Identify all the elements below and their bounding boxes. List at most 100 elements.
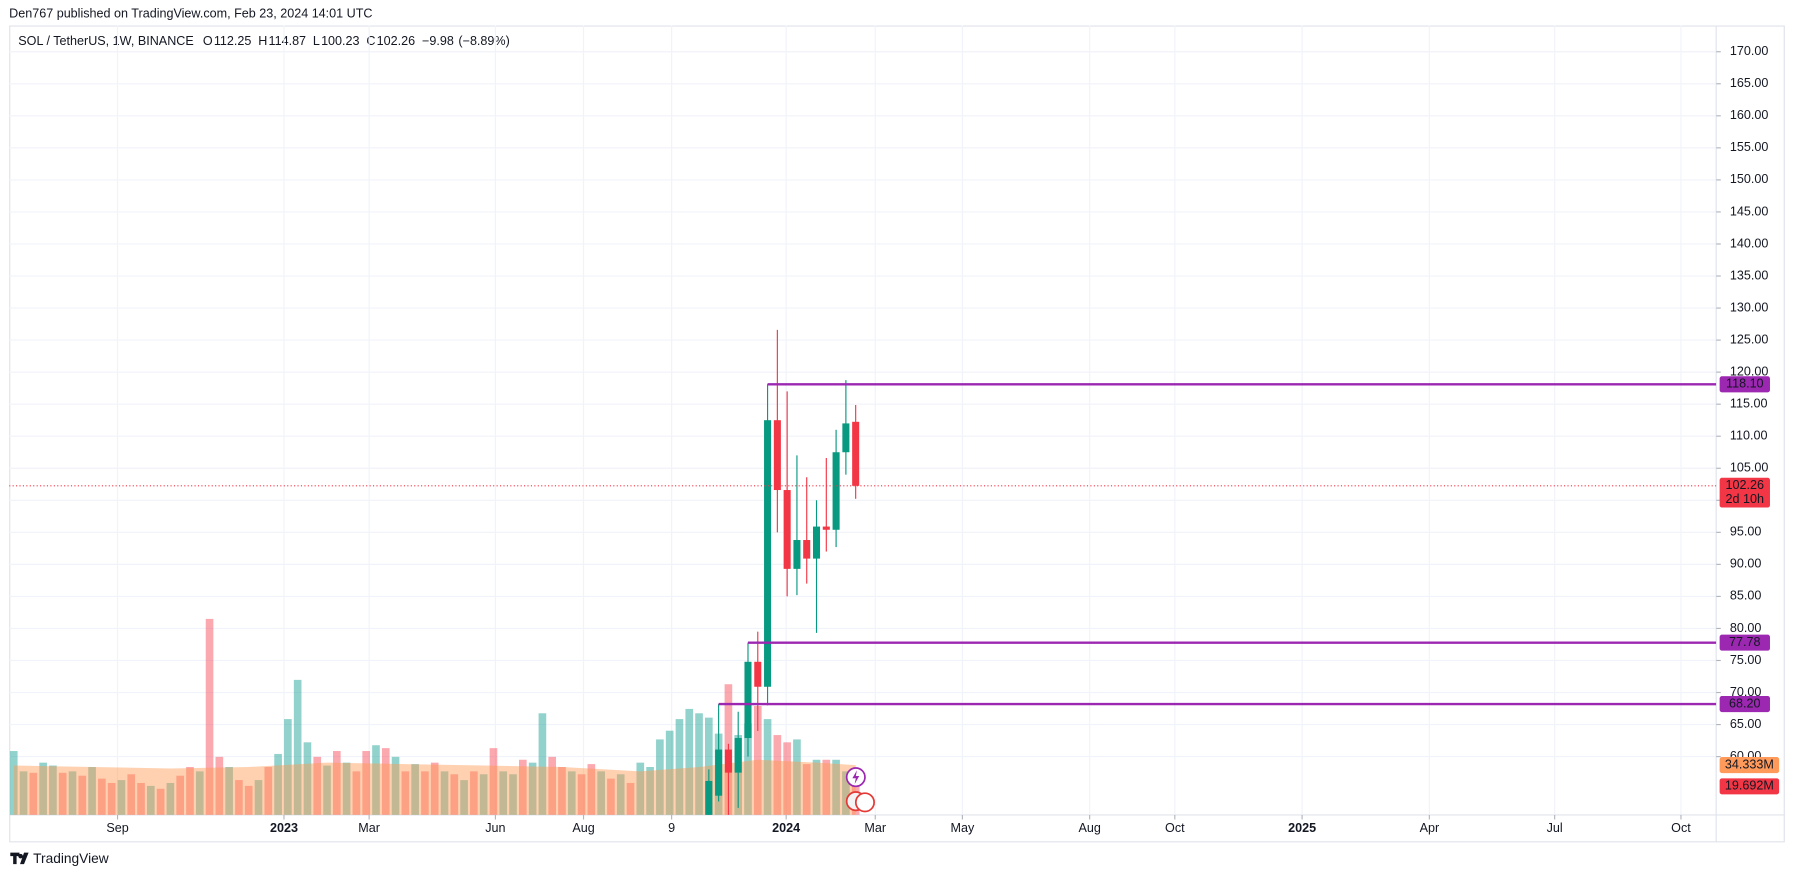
volume-bar <box>274 753 282 815</box>
volume-bar <box>372 745 380 815</box>
volume-bar <box>773 735 782 815</box>
volume-bar <box>685 708 694 815</box>
level-tag <box>1719 696 1770 713</box>
volume-bar <box>763 719 772 815</box>
volume-bar <box>616 774 625 815</box>
volume-tag-label: 19.692M <box>1725 779 1774 793</box>
volume-bar <box>440 771 449 815</box>
price-pane <box>9 329 1717 815</box>
volume-bar <box>391 756 400 815</box>
volume-bar <box>802 764 811 815</box>
volume-bar <box>675 719 684 815</box>
event-icon[interactable] <box>854 792 875 813</box>
y-tick-label: 120.00 <box>1730 364 1768 378</box>
volume-bar <box>49 765 57 815</box>
volume-bar <box>9 751 18 815</box>
volume-bar <box>88 767 96 815</box>
volume-bar <box>822 759 831 815</box>
frame <box>9 25 1785 843</box>
volume-bar <box>146 785 155 815</box>
y-tick-label: 125.00 <box>1730 332 1768 346</box>
y-tick-label: 150.00 <box>1730 172 1768 186</box>
volume-bar <box>244 785 253 815</box>
volume-bar <box>607 778 615 815</box>
legend: SOL / TetherUS, 1W, BINANCE O 112.25 H 114.8… <box>18 34 509 48</box>
volume-bar <box>812 759 821 815</box>
legend-text: C <box>366 34 375 48</box>
volume-bar <box>470 771 478 815</box>
grid <box>9 25 1717 815</box>
volume-tag <box>1719 778 1780 795</box>
y-tick-label: 115.00 <box>1730 397 1768 411</box>
candle-body <box>803 540 811 559</box>
candle-body <box>754 661 762 687</box>
candle-body <box>822 526 830 530</box>
x-tick-label: Sep <box>106 821 128 835</box>
volume-bar <box>430 762 439 815</box>
volume-bar <box>753 706 762 815</box>
candle-body <box>734 738 742 773</box>
volume-bar <box>411 764 419 815</box>
volume-bar <box>29 772 38 815</box>
volume-bar <box>195 771 204 815</box>
volume-bar <box>156 788 165 815</box>
volume-bar <box>235 780 243 815</box>
x-tick-label: Jul <box>1547 821 1563 835</box>
volume-bar <box>362 751 371 815</box>
volume-bar <box>323 765 331 815</box>
volume-bar <box>176 775 184 815</box>
volume-bar <box>832 759 840 815</box>
x-tick-label: Oct <box>1671 821 1691 835</box>
y-tick-label: 70.00 <box>1730 685 1761 699</box>
candle-body <box>812 526 821 559</box>
volume-bar <box>499 771 508 815</box>
volume-bar <box>460 780 468 815</box>
volume-bar <box>558 767 566 815</box>
volume-bar <box>538 713 547 815</box>
level-tag <box>1719 634 1770 651</box>
y-tick-label: 85.00 <box>1730 589 1761 603</box>
x-tick-label: Apr <box>1420 821 1440 835</box>
volume-bar <box>137 782 145 815</box>
level-label: 77.78 <box>1729 635 1760 649</box>
candle-body <box>744 661 752 739</box>
legend-text: −9.98 <box>422 34 454 48</box>
legend-text: H <box>258 34 267 48</box>
candle-body <box>724 749 732 773</box>
volume-bar <box>509 774 517 815</box>
volume-bar <box>567 771 576 815</box>
candle-body <box>705 780 713 815</box>
candle-body <box>783 490 791 569</box>
y-tick-label: 140.00 <box>1730 236 1768 250</box>
legend-text: L <box>313 34 320 48</box>
x-tick-label: Aug <box>572 821 594 835</box>
volume-bar <box>58 772 67 815</box>
volume-tag <box>1719 757 1780 774</box>
volume-tag-label: 34.333M <box>1725 757 1774 771</box>
level-label: 68.20 <box>1729 696 1760 710</box>
x-tick-label: 2023 <box>270 821 298 835</box>
x-tick-label: 2024 <box>772 821 800 835</box>
legend-text: (−8.89%) <box>458 34 509 48</box>
volume-bar <box>597 771 605 815</box>
y-tick-label: 110.00 <box>1730 429 1768 443</box>
volume-bar <box>293 679 302 815</box>
volume-bar <box>342 762 351 815</box>
volume-bar <box>68 771 77 815</box>
candle-body <box>842 423 850 453</box>
volume-bar <box>117 780 126 815</box>
x-tick-label: Mar <box>358 821 380 835</box>
x-tick-label: Mar <box>864 821 886 835</box>
volume-bar <box>656 739 664 815</box>
brand: TradingView <box>10 851 109 866</box>
x-tick-label: Oct <box>1165 821 1185 835</box>
volume-bar <box>98 778 106 815</box>
event-icons <box>845 767 875 813</box>
event-icon-glyph <box>852 770 860 785</box>
legend-text: 112.25 <box>214 34 252 48</box>
y-tick-label: 135.00 <box>1730 268 1768 282</box>
legend-text: 102.26 <box>377 34 415 48</box>
x-tick-label: 9 <box>668 821 675 835</box>
volume-ma-area <box>13 759 856 815</box>
candle-body <box>764 420 772 687</box>
